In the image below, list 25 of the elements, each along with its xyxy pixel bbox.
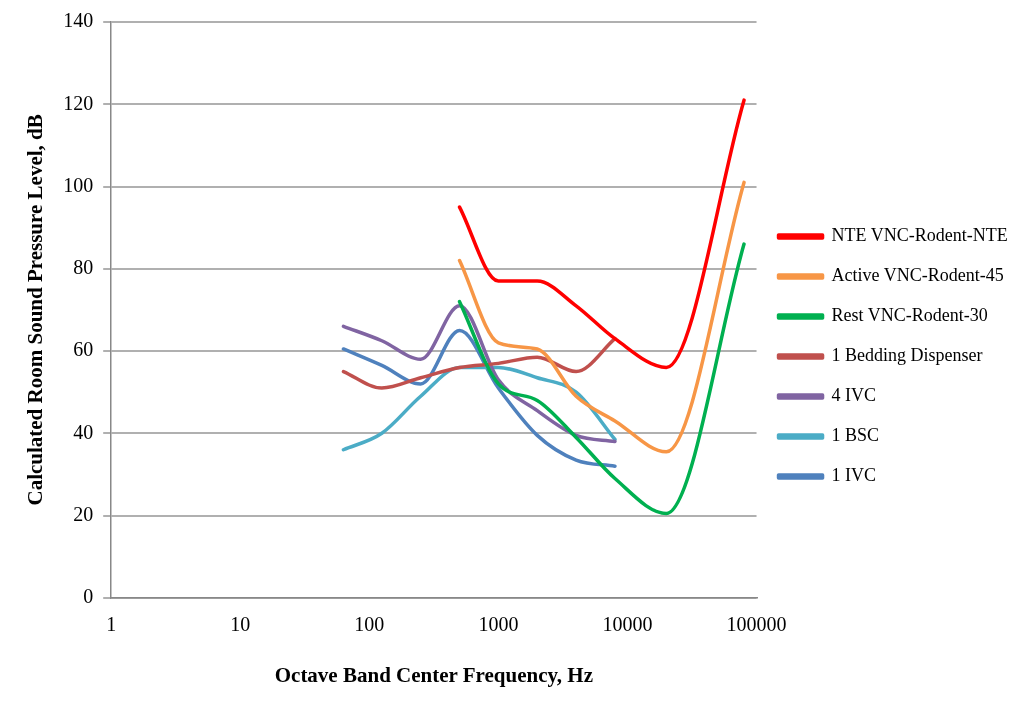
- y-tick-label: 0: [83, 585, 94, 608]
- x-tick-label: 10000: [602, 613, 653, 636]
- legend-label: Active VNC-Rodent-45: [831, 265, 1004, 286]
- line-series: [341, 304, 617, 444]
- y-tick-label: 100: [63, 173, 94, 196]
- x-tick-label: 100: [354, 613, 385, 636]
- y-tick-label: 120: [63, 91, 94, 114]
- legend-label: 1 IVC: [831, 465, 877, 486]
- legend-label: 1 BSC: [831, 425, 880, 446]
- x-tick-label: 1: [106, 613, 117, 636]
- y-tick-label: 60: [73, 338, 94, 361]
- y-tick-label: 80: [73, 256, 94, 279]
- x-tick-label: 1000: [478, 613, 519, 636]
- x-axis-title: Octave Band Center Frequency, Hz: [274, 662, 594, 687]
- y-axis-title: Calculated Room Sound Pressure Level, dB: [23, 114, 48, 506]
- legend-label: 4 IVC: [831, 385, 877, 406]
- line-series: [341, 336, 617, 390]
- y-tick-label: 140: [63, 9, 94, 32]
- legend-label: NTE VNC-Rodent-NTE: [831, 225, 1008, 246]
- y-tick-label: 20: [73, 502, 94, 525]
- legend-label: 1 Bedding Dispenser: [831, 345, 983, 366]
- y-tick-label: 40: [73, 420, 94, 443]
- x-tick-label: 100000: [726, 613, 787, 636]
- legend-label: Rest VNC-Rodent-30: [831, 305, 988, 326]
- x-tick-label: 10: [230, 613, 251, 636]
